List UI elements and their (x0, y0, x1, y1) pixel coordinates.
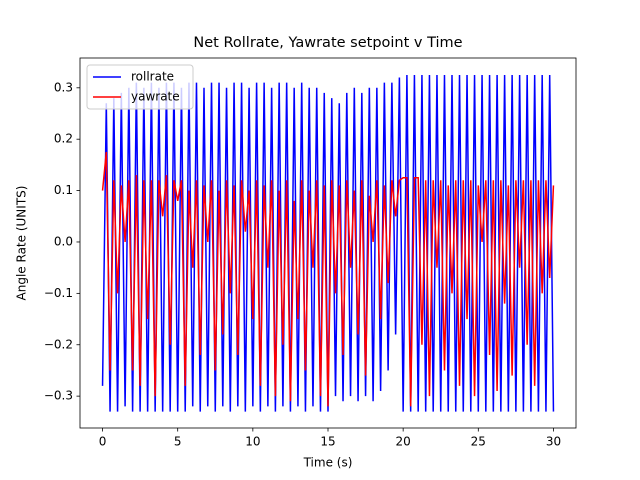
legend-label: yawrate (131, 90, 180, 104)
x-tick-label: 0 (99, 435, 107, 449)
y-tick-label: 0.1 (54, 183, 73, 197)
x-tick-label: 10 (245, 435, 260, 449)
y-tick-label: −0.2 (44, 337, 73, 351)
line-series (101, 74, 555, 412)
x-axis-label: Time (s) (303, 456, 353, 470)
x-tick-label: 20 (396, 435, 411, 449)
y-tick-label: 0.0 (54, 234, 73, 248)
y-tick-label: −0.1 (44, 286, 73, 300)
x-tick-label: 15 (320, 435, 335, 449)
chart-title: Net Rollrate, Yawrate setpoint v Time (193, 35, 462, 51)
y-tick-label: −0.3 (44, 389, 73, 403)
y-axis-label: Angle Rate (UNITS) (15, 186, 29, 301)
x-tick-label: 25 (471, 435, 486, 449)
line-series (101, 151, 555, 407)
plot-frame (79, 57, 577, 429)
legend-box (86, 64, 194, 110)
legend-label: rollrate (131, 70, 174, 84)
x-tick-label: 30 (546, 435, 561, 449)
y-tick-label: 0.3 (54, 80, 73, 94)
x-tick-label: 5 (174, 435, 182, 449)
y-tick-label: 0.2 (54, 132, 73, 146)
